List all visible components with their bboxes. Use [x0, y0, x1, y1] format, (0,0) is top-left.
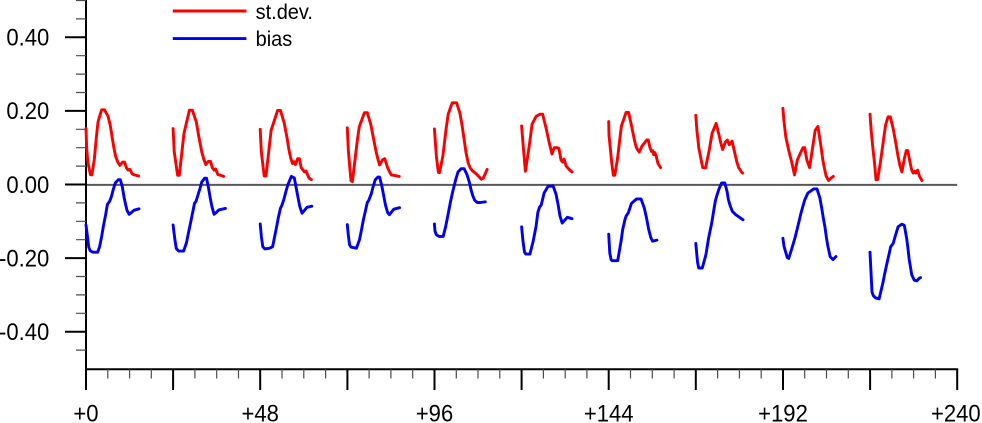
svg-text:+96: +96	[416, 400, 453, 423]
svg-text:-0.40: -0.40	[0, 318, 49, 345]
svg-text:+240: +240	[931, 400, 981, 423]
svg-text:+144: +144	[584, 400, 634, 423]
svg-text:0.00: 0.00	[6, 171, 49, 198]
svg-text:st.dev.: st.dev.	[256, 0, 313, 24]
svg-text:+48: +48	[241, 400, 278, 423]
svg-text:0.20: 0.20	[6, 97, 49, 124]
svg-text:bias: bias	[256, 28, 293, 52]
svg-text:-0.20: -0.20	[0, 245, 49, 272]
svg-text:+0: +0	[73, 400, 98, 423]
svg-text:0.40: 0.40	[6, 24, 49, 51]
svg-text:+192: +192	[758, 400, 808, 423]
